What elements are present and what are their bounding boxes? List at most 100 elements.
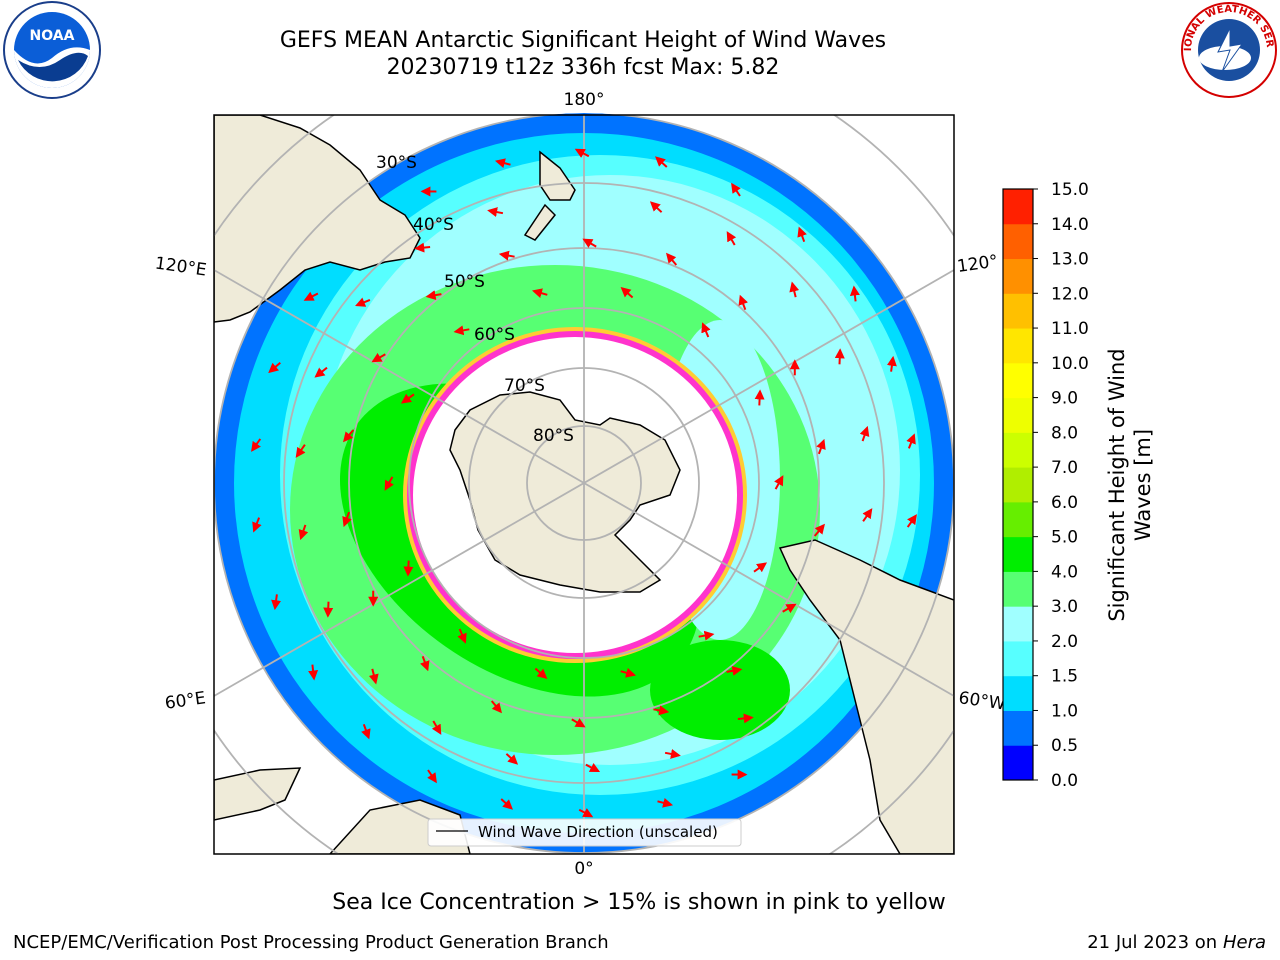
lon-label-0: 0° [574, 859, 593, 879]
wave-direction-arrow [494, 158, 511, 169]
colorbar-swatch [1003, 571, 1033, 607]
colorbar-swatch [1003, 362, 1033, 399]
run-date-text: 21 Jul 2023 on [1087, 932, 1223, 953]
wave-direction-arrow [862, 508, 873, 522]
wave-direction-arrow [585, 762, 601, 773]
lon-label-60w: 60°W [957, 688, 1006, 714]
wave-direction-arrow [323, 601, 334, 618]
wave-direction-arrow [726, 231, 737, 246]
sea-ice-note-text: Sea Ice Concentration > 15% is shown in … [332, 890, 946, 915]
colorbar-tick-label: 0.5 [1051, 736, 1078, 756]
wave-direction-arrow [420, 655, 430, 672]
wave-direction-arrow [342, 511, 352, 528]
wave-direction-arrow [655, 156, 668, 168]
wave-direction-arrow [268, 361, 281, 374]
lon-label-60e: 60°E [164, 688, 207, 713]
wave-direction-arrow [620, 668, 637, 678]
wave-direction-arrow [361, 723, 371, 740]
colorbar-swatch [1003, 258, 1033, 294]
colorbar-swatch [1003, 501, 1033, 538]
map-frame-border [213, 114, 955, 855]
wave-direction-arrow [487, 207, 504, 217]
wave-direction-arrow [578, 808, 594, 818]
wave-direction-arrow [859, 425, 870, 442]
wave-direction-arrow [431, 720, 442, 735]
wave-direction-arrow [298, 524, 309, 541]
wave-direction-arrow [753, 562, 768, 573]
colorbar-tick-label: 7.0 [1051, 458, 1078, 478]
colorbar-swatch [1003, 189, 1033, 225]
colorbar-tick-label: 1.5 [1051, 667, 1078, 687]
wave-direction-arrow [403, 560, 414, 577]
lat-label-80s: 80°S [533, 426, 574, 446]
wave-direction-arrow [453, 325, 470, 336]
wave-direction-arrow [355, 297, 371, 307]
wave-direction-arrow [414, 242, 431, 253]
wave-direction-arrow [849, 285, 860, 302]
colorbar-tick-label: 15.0 [1051, 180, 1089, 200]
wave-direction-arrow [657, 797, 674, 808]
wind-wave-arrows [251, 148, 917, 818]
colorbar: 0.0 0.5 1.0 1.5 2.0 3.0 4.0 5.0 6.0 7.0 8.0 9.0 10.0… [1002, 180, 1089, 791]
colorbar-tick-label: 11.0 [1051, 319, 1089, 339]
wave-direction-arrow [774, 475, 784, 490]
lat-label-30s: 30°S [376, 153, 417, 173]
colorbar-title: Significant Height of Wind Waves [m] [1105, 348, 1155, 621]
colorbar-swatch [1003, 536, 1033, 572]
wave-direction-arrow [701, 322, 711, 338]
wave-direction-arrow [834, 348, 845, 365]
wave-direction-arrow [271, 594, 282, 611]
lon-label-120w: 120° [956, 251, 999, 277]
lat-label-60s: 60°S [474, 325, 515, 345]
lat-label-40s: 40°S [413, 215, 454, 235]
wave-direction-arrow [664, 749, 681, 759]
wave-direction-arrow [343, 429, 355, 443]
colorbar-swatch [1003, 293, 1033, 329]
wave-direction-arrow [534, 667, 548, 680]
wave-direction-arrow [649, 201, 663, 213]
lon-label-180: 180° [564, 90, 605, 110]
colorbar-swatch [1003, 328, 1033, 364]
colorbar-swatch [1003, 467, 1033, 503]
colorbar-tick-label: 3.0 [1051, 597, 1078, 617]
colorbar-tick-label: 9.0 [1051, 389, 1078, 409]
wave-direction-arrow [726, 665, 743, 676]
wave-direction-arrow [400, 393, 415, 404]
wave-direction-arrow [737, 713, 754, 724]
colorbar-tick-label: 6.0 [1051, 493, 1078, 513]
colorbar-swatch [1003, 675, 1033, 711]
wave-direction-arrow [371, 352, 386, 363]
wave-direction-arrow [384, 476, 394, 491]
run-date: 21 Jul 2023 on Hera [1087, 932, 1266, 953]
map-title-line2: 20230719 t12z 336h fcst Max: 5.82 [386, 55, 780, 80]
wave-direction-arrow [427, 769, 437, 784]
colorbar-swatch [1003, 606, 1033, 642]
colorbar-tick-label: 0.0 [1051, 771, 1078, 791]
wave-direction-arrow [295, 444, 306, 458]
longitude-labels: 180° 120°E 120° 60°E 60°W 0° [154, 90, 1007, 879]
lon-label-120e: 120°E [154, 254, 208, 281]
colorbar-label-line2: Waves [m] [1131, 429, 1155, 541]
wave-direction-arrow [666, 252, 678, 266]
wave-direction-arrow [500, 798, 513, 810]
colorbar-swatch [1003, 640, 1033, 677]
wave-direction-arrow [457, 628, 467, 644]
wave-direction-arrow [425, 290, 442, 301]
colorbar-tick-label: 1.0 [1051, 701, 1078, 721]
graticule [213, 115, 955, 854]
wave-direction-arrow [886, 355, 897, 372]
wave-direction-arrow [738, 294, 748, 311]
wave-direction-arrow [813, 523, 825, 537]
producer-credit: NCEP/EMC/Verification Post Processing Pr… [13, 932, 609, 953]
colorbar-label-line1: Significant Height of Wind [1105, 348, 1129, 621]
wave-direction-arrow [731, 182, 741, 197]
colorbar-swatch [1003, 397, 1033, 433]
wave-direction-arrow [797, 226, 807, 243]
sea-ice-note: Sea Ice Concentration > 15% is shown in … [0, 890, 1279, 915]
wave-direction-arrow [653, 705, 670, 716]
map-title-line1: GEFS MEAN Antarctic Significant Height o… [279, 28, 887, 53]
colorbar-swatch [1003, 745, 1033, 781]
wave-direction-arrow [782, 603, 797, 614]
wave-direction-arrow [368, 668, 379, 685]
